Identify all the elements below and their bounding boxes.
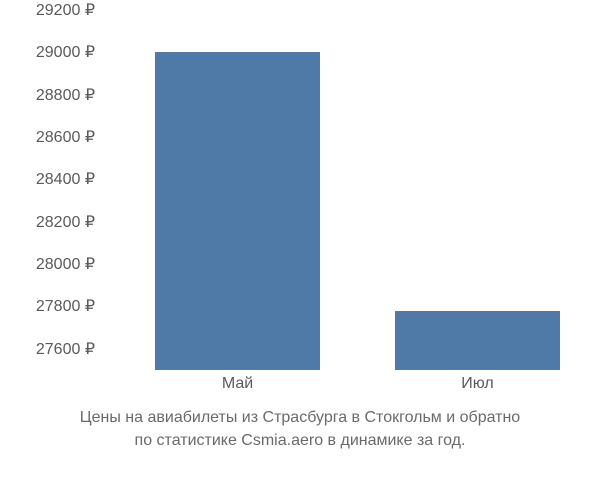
price-chart: 27600 ₽ 27800 ₽ 28000 ₽ 28200 ₽ 28400 ₽ 28600… bbox=[10, 10, 590, 390]
y-tick-label: 27800 ₽ bbox=[36, 296, 95, 316]
x-tick-label: Май bbox=[222, 375, 253, 393]
bar bbox=[395, 311, 560, 370]
y-tick-label: 28200 ₽ bbox=[36, 212, 95, 232]
plot-area bbox=[105, 10, 585, 370]
y-tick-label: 29000 ₽ bbox=[36, 42, 95, 62]
caption-line-2: по статистике Csmia.aero в динамике за г… bbox=[0, 430, 600, 452]
y-tick-label: 28400 ₽ bbox=[36, 169, 95, 189]
caption-line-1: Цены на авиабилеты из Страсбурга в Стокг… bbox=[0, 407, 600, 429]
y-tick-label: 28600 ₽ bbox=[36, 127, 95, 147]
y-tick-label: 28000 ₽ bbox=[36, 254, 95, 274]
x-tick-label: Июл bbox=[461, 375, 493, 393]
y-axis: 27600 ₽ 27800 ₽ 28000 ₽ 28200 ₽ 28400 ₽ 28600… bbox=[10, 10, 100, 370]
y-tick-label: 28800 ₽ bbox=[36, 85, 95, 105]
y-tick-label: 27600 ₽ bbox=[36, 339, 95, 359]
x-axis: Май Июл bbox=[105, 375, 585, 400]
chart-caption: Цены на авиабилеты из Страсбурга в Стокг… bbox=[0, 407, 600, 452]
y-tick-label: 29200 ₽ bbox=[36, 0, 95, 20]
bar bbox=[155, 52, 320, 370]
